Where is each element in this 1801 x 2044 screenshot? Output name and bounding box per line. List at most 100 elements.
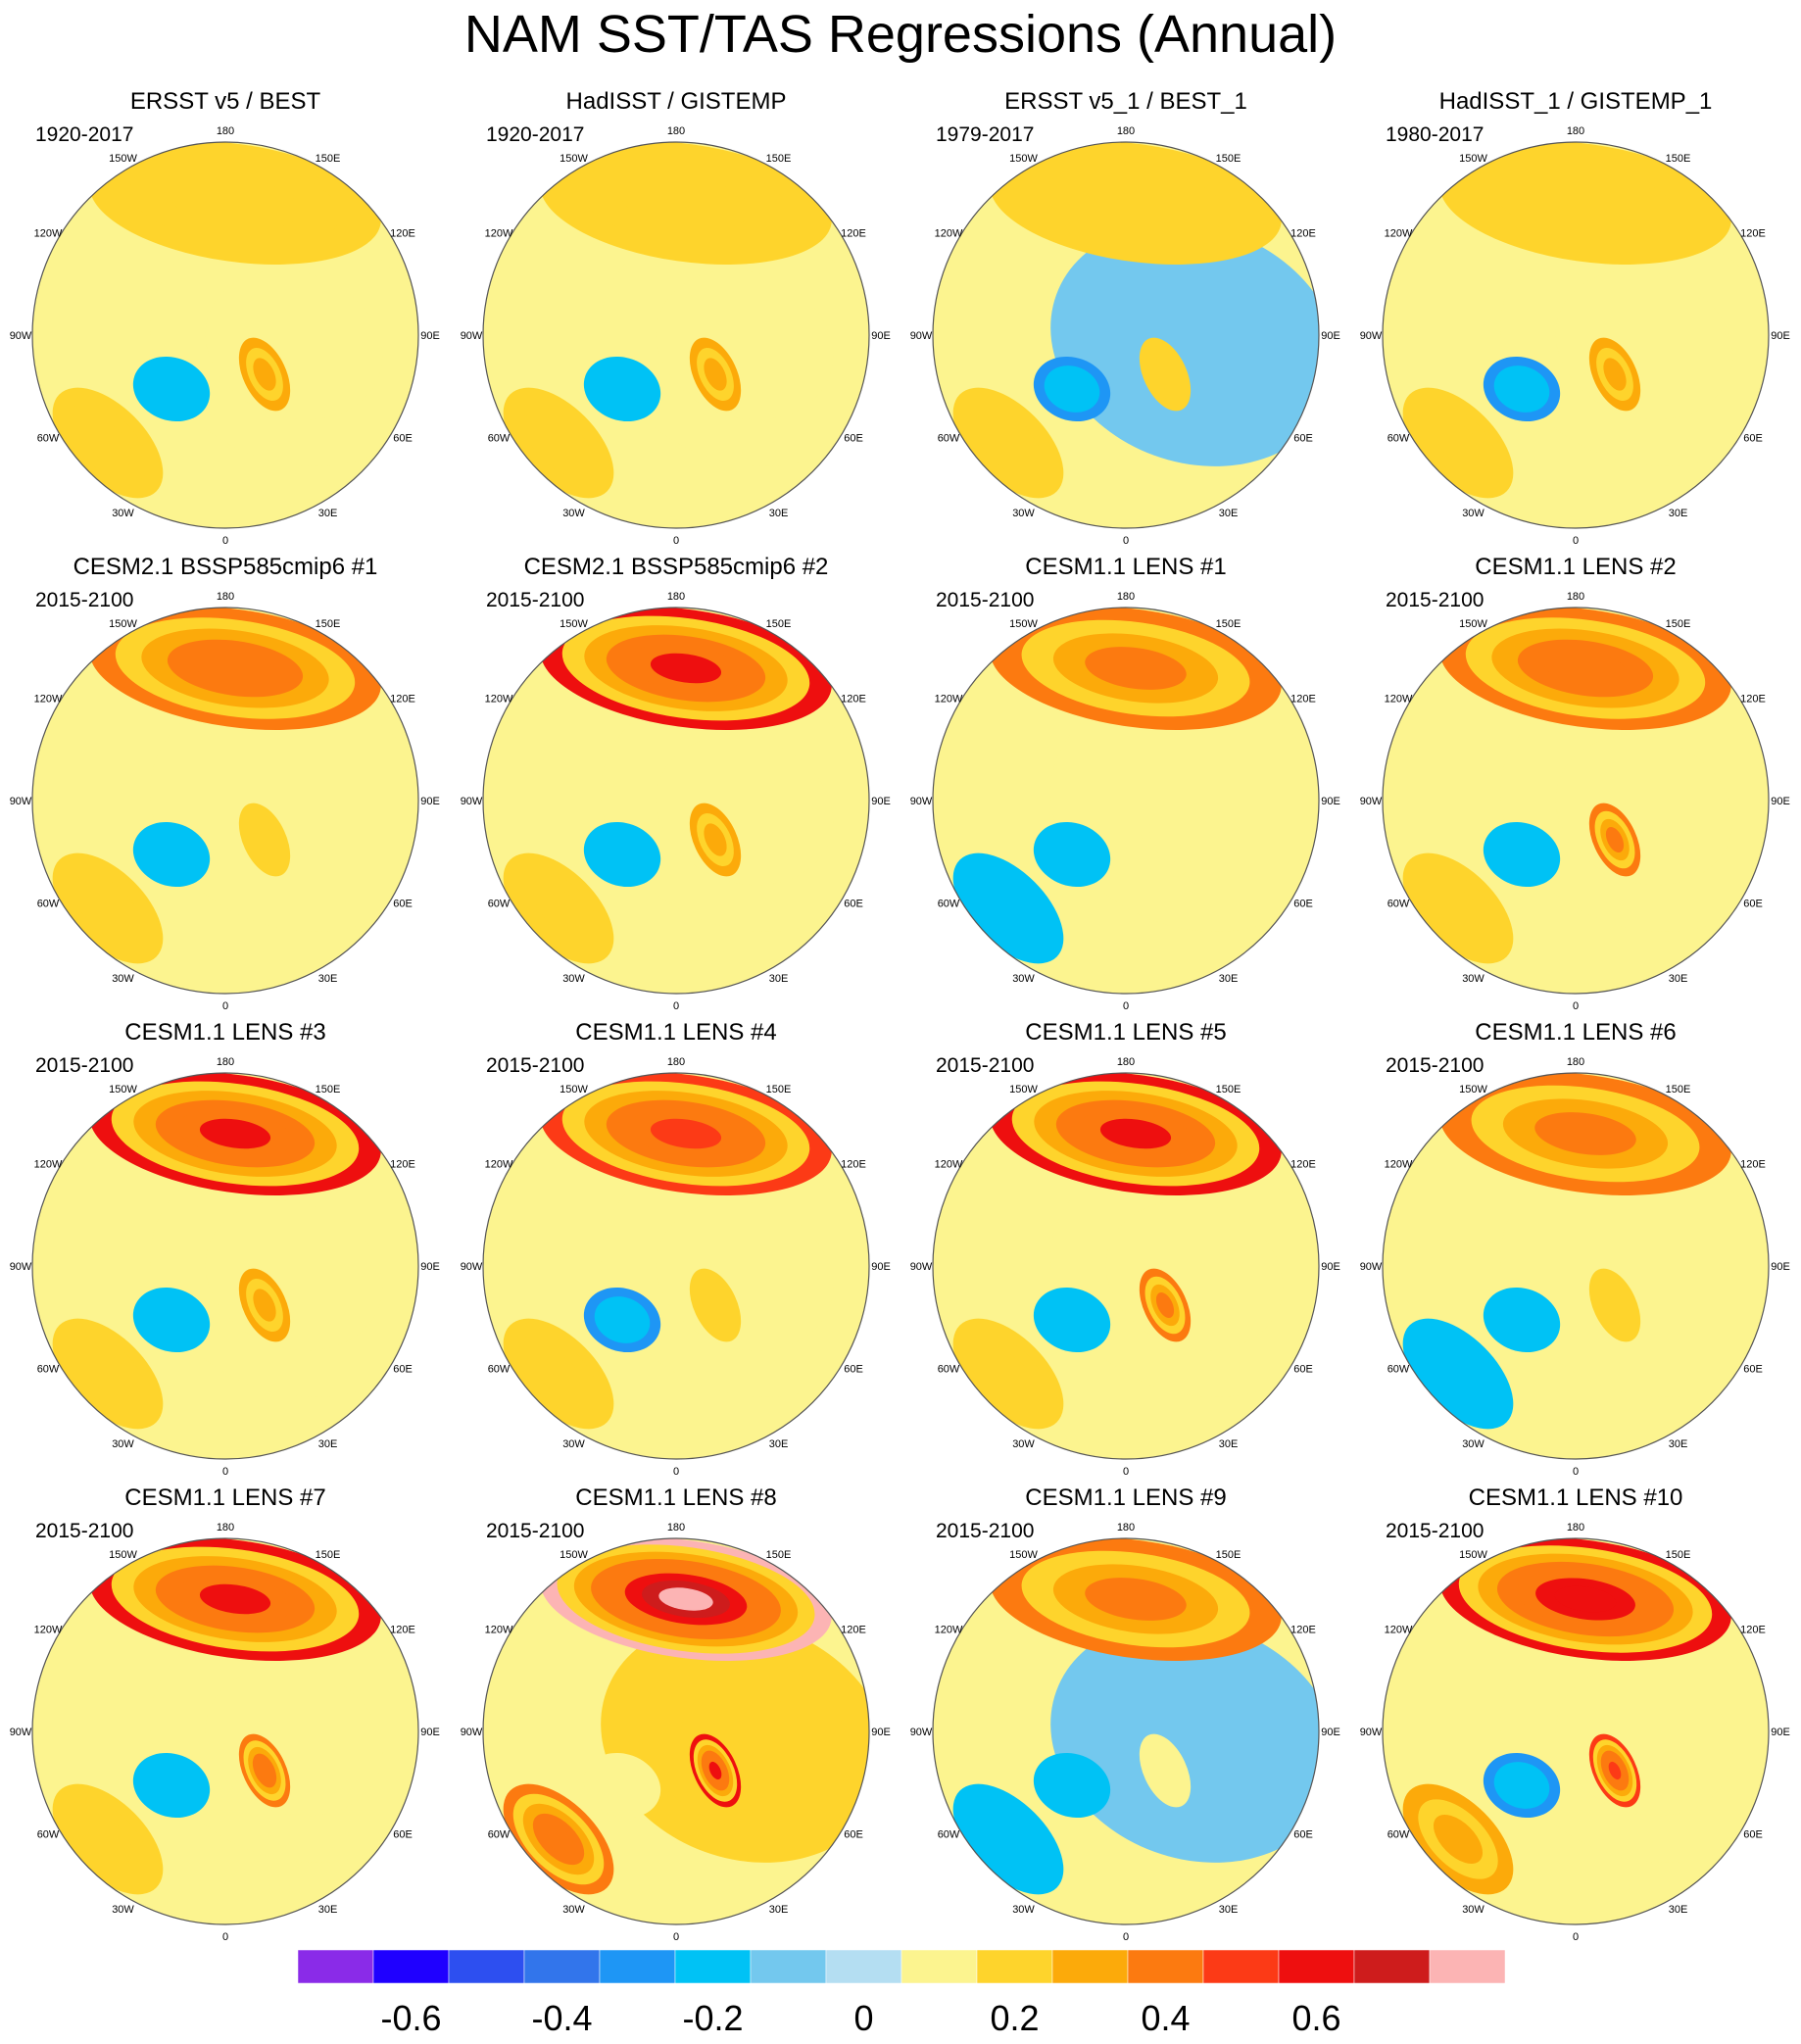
colorbar-tick-label: 0.6: [1291, 1998, 1340, 2038]
longitude-label: 120E: [390, 694, 415, 706]
longitude-label: 120W: [485, 694, 513, 706]
panel-title: CESM1.1 LENS #9: [1025, 1484, 1227, 1511]
longitude-label: 150E: [316, 618, 341, 630]
scandinavia-region-contour: [1603, 358, 1627, 391]
map-panel: 180 150E 120E 90E 60E 30E 0 30W 60W 90W 120W 150W ER…: [900, 88, 1351, 554]
longitude-label: 150E: [1216, 1084, 1241, 1095]
colorbar-tick-label: 0.4: [1141, 1998, 1190, 2038]
longitude-label: 30W: [562, 508, 585, 519]
map-panel: 180 150E 120E 90E 60E 30E 0 30W 60W 90W 120W 150W Ha…: [1350, 88, 1801, 554]
longitude-label: 120W: [1385, 694, 1413, 706]
longitude-label: 30W: [1462, 1904, 1485, 1916]
polar-map: 180 150E 120E 90E 60E 30E 0 30W 60W 90W 120W 150W: [461, 1056, 891, 1478]
labrador-sea-region-contour: [598, 834, 647, 875]
polar-map: 180 150E 120E 90E 60E 30E 0 30W 60W 90W 120W 150W: [1360, 125, 1790, 547]
scandinavia-region-contour: [253, 823, 276, 856]
longitude-label: 30E: [1219, 508, 1239, 519]
longitude-label: 90E: [1771, 796, 1790, 807]
longitude-label: 60W: [37, 899, 60, 910]
north-pacific-region-contour: [1495, 165, 1676, 241]
labrador-sea-region-contour: [605, 1305, 640, 1335]
longitude-label: 90E: [1771, 1727, 1790, 1738]
colorbar-swatch: [1202, 1950, 1280, 1984]
longitude-label: 0: [1573, 1000, 1579, 1012]
north-atlantic-subtropics-region-contour: [1424, 1339, 1492, 1408]
longitude-label: 180: [217, 591, 234, 603]
labrador-sea-region-contour: [605, 374, 640, 404]
longitude-label: 120E: [1740, 228, 1766, 240]
longitude-label: 150E: [316, 1084, 341, 1095]
scandinavia-region-contour: [253, 358, 276, 391]
longitude-label: 60W: [938, 899, 960, 910]
longitude-label: 30W: [1462, 1438, 1485, 1450]
longitude-label: 150W: [109, 1084, 137, 1095]
map-border: [932, 1072, 1320, 1460]
longitude-label: 150E: [316, 1549, 341, 1561]
longitude-label: 120E: [1740, 1159, 1766, 1171]
longitude-label: 30W: [562, 973, 585, 985]
longitude-label: 60W: [37, 1829, 60, 1841]
longitude-label: 120W: [34, 228, 63, 240]
panel-period: 2015-2100: [1386, 1520, 1485, 1542]
north-pacific-region-contour: [199, 1118, 271, 1149]
longitude-label: 60W: [1387, 1829, 1410, 1841]
colorbar: -0.6 -0.4 -0.2 0 0.2 0.4 0.6: [297, 1950, 1506, 2038]
polar-map: 180 150E 120E 90E 60E 30E 0 30W 60W 90W 120W 150W: [910, 1522, 1340, 1943]
panel-title: CESM1.1 LENS #8: [575, 1484, 777, 1511]
north-pacific-region-contour: [1554, 1585, 1617, 1613]
longitude-label: 90W: [910, 796, 933, 807]
longitude-label: 60E: [1293, 1364, 1313, 1376]
longitude-label: 60E: [393, 899, 413, 910]
longitude-label: 180: [1567, 125, 1584, 137]
longitude-label: 120E: [841, 694, 866, 706]
map-panel: 180 150E 120E 90E 60E 30E 0 30W 60W 90W 120W 150W CE…: [0, 1019, 451, 1484]
polar-map: 180 150E 120E 90E 60E 30E 0 30W 60W 90W 120W 150W: [910, 1056, 1340, 1478]
longitude-label: 60W: [1387, 433, 1410, 445]
longitude-label: 120W: [935, 1625, 963, 1636]
north-pacific-region-contour: [1534, 1112, 1636, 1155]
map-border: [482, 607, 870, 995]
north-pacific-region-contour: [650, 1118, 722, 1149]
north-atlantic-subtropics-region-contour: [533, 1348, 584, 1399]
longitude-label: 120E: [390, 1625, 415, 1636]
polar-map: 180 150E 120E 90E 60E 30E 0 30W 60W 90W 120W 150W: [461, 1522, 891, 1943]
longitude-label: 30W: [1012, 973, 1035, 985]
longitude-label: 60W: [938, 1829, 960, 1841]
north-atlantic-subtropics-region-contour: [82, 417, 133, 468]
scandinavia-region-contour: [1155, 1291, 1175, 1319]
longitude-label: 30W: [562, 1904, 585, 1916]
longitude-label: 30W: [1462, 973, 1485, 985]
longitude-label: 180: [217, 1522, 234, 1533]
longitude-label: 150W: [109, 1549, 137, 1561]
colorbar-swatch: [825, 1950, 902, 1984]
longitude-label: 120W: [1385, 1625, 1413, 1636]
north-atlantic-subtropics-region-contour: [974, 874, 1043, 943]
labrador-sea-region-contour: [147, 834, 196, 875]
colorbar-swatch: [297, 1950, 374, 1984]
map-panel: 180 150E 120E 90E 60E 30E 0 30W 60W 90W 120W 150W CE…: [451, 1019, 901, 1484]
longitude-label: 60E: [393, 1829, 413, 1841]
scandinavia-region-contour: [1148, 816, 1182, 863]
longitude-label: 120E: [1740, 694, 1766, 706]
polar-map: 180 150E 120E 90E 60E 30E 0 30W 60W 90W 120W 150W: [910, 125, 1340, 547]
longitude-label: 60E: [1293, 1829, 1313, 1841]
map-border: [932, 141, 1320, 529]
labrador-sea-region-contour: [1504, 374, 1539, 404]
longitude-label: 150W: [1459, 1084, 1487, 1095]
scandinavia-region-contour: [1603, 1289, 1627, 1322]
longitude-label: 180: [217, 125, 234, 137]
map-border: [932, 1537, 1320, 1925]
longitude-label: 150W: [1009, 1549, 1038, 1561]
longitude-label: 120W: [485, 1159, 513, 1171]
panel-period: 2015-2100: [1386, 1054, 1485, 1077]
longitude-label: 0: [1573, 1931, 1579, 1943]
panel-title: CESM1.1 LENS #4: [575, 1019, 777, 1046]
longitude-label: 150E: [1666, 1549, 1691, 1561]
longitude-label: 0: [1123, 535, 1129, 547]
longitude-label: 30E: [769, 508, 789, 519]
map-panel: 180 150E 120E 90E 60E 30E 0 30W 60W 90W 120W 150W CE…: [900, 1484, 1351, 1950]
longitude-label: 0: [673, 535, 679, 547]
longitude-label: 90W: [10, 796, 32, 807]
longitude-label: 90W: [1360, 796, 1383, 807]
map-border: [482, 1537, 870, 1925]
